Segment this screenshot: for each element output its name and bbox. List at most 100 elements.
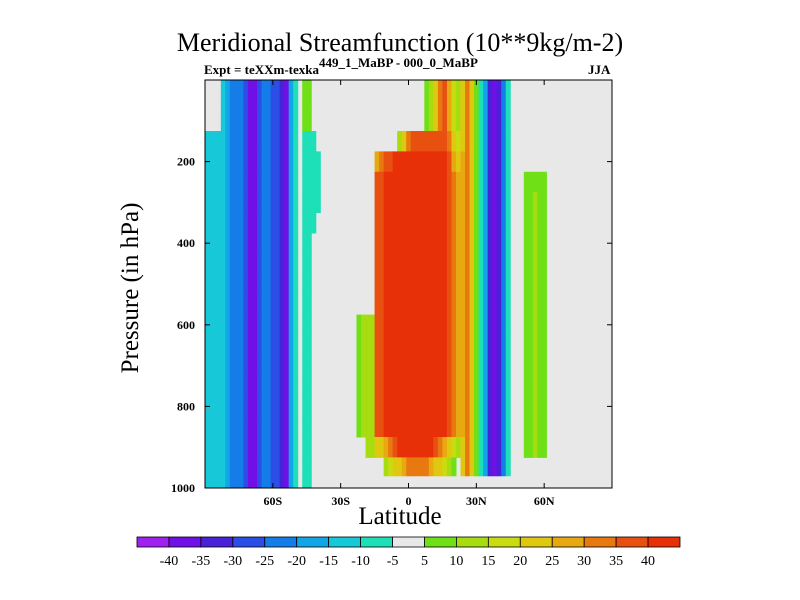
heatmap-cell bbox=[437, 171, 443, 193]
heatmap-cell bbox=[397, 273, 403, 295]
heatmap-cell bbox=[478, 253, 484, 275]
heatmap-cell bbox=[216, 396, 222, 418]
heatmap-cell bbox=[220, 171, 226, 193]
heatmap-cell bbox=[284, 151, 290, 173]
heatmap-cell bbox=[455, 396, 462, 418]
colorbar-swatch bbox=[392, 536, 425, 548]
heatmap-cell bbox=[415, 192, 421, 214]
heatmap-cell bbox=[356, 396, 362, 418]
heatmap-cell bbox=[379, 253, 385, 275]
heatmap-cell bbox=[379, 314, 385, 336]
heatmap-cell bbox=[234, 457, 240, 477]
heatmap-cell bbox=[252, 457, 258, 477]
heatmap-cell bbox=[374, 233, 380, 254]
heatmap-cell bbox=[474, 131, 480, 152]
heatmap-cell bbox=[270, 355, 276, 377]
heatmap-cell bbox=[270, 273, 276, 295]
heatmap-cell bbox=[433, 294, 439, 316]
heatmap-cell bbox=[225, 437, 231, 458]
heatmap-cell bbox=[275, 475, 281, 489]
heatmap-cell bbox=[451, 253, 457, 275]
heatmap-cell bbox=[410, 355, 416, 377]
heatmap-cell bbox=[365, 335, 371, 356]
heatmap-cell bbox=[487, 171, 493, 193]
heatmap-cell bbox=[460, 80, 466, 112]
heatmap-cell bbox=[383, 233, 389, 254]
heatmap-cell bbox=[229, 437, 235, 458]
heatmap-cell bbox=[451, 375, 457, 397]
heatmap-cell bbox=[243, 335, 249, 356]
heatmap-cell bbox=[537, 416, 543, 438]
heatmap-cell bbox=[216, 253, 222, 275]
heatmap-cell bbox=[311, 151, 317, 173]
heatmap-cell bbox=[424, 131, 430, 152]
heatmap-cell bbox=[266, 314, 272, 336]
heatmap-cell bbox=[392, 192, 398, 214]
heatmap-cell bbox=[487, 151, 493, 173]
heatmap-cell bbox=[356, 314, 362, 336]
heatmap-cell bbox=[437, 437, 443, 458]
heatmap-cell bbox=[238, 475, 244, 489]
heatmap-cell bbox=[216, 192, 222, 214]
heatmap-cell bbox=[383, 253, 389, 275]
heatmap-cell bbox=[243, 131, 249, 152]
heatmap-cell bbox=[279, 110, 285, 132]
heatmap-cell bbox=[532, 416, 538, 438]
heatmap-cell bbox=[460, 355, 466, 377]
heatmap-cell bbox=[216, 151, 222, 173]
heatmap-cell bbox=[374, 314, 380, 336]
heatmap-cell bbox=[433, 273, 439, 295]
heatmap-cell bbox=[474, 233, 480, 254]
heatmap-cell bbox=[275, 171, 281, 193]
heatmap-cell bbox=[266, 355, 272, 377]
heatmap-cell bbox=[257, 151, 263, 173]
y-tick-label: 200 bbox=[177, 155, 195, 169]
heatmap-cell bbox=[306, 110, 312, 132]
heatmap-cell bbox=[257, 475, 263, 489]
heatmap-cell bbox=[293, 212, 299, 234]
heatmap-cell bbox=[397, 131, 403, 152]
heatmap-cell bbox=[284, 396, 290, 418]
heatmap-cell bbox=[270, 314, 276, 336]
heatmap-cell bbox=[216, 416, 222, 438]
heatmap-cell bbox=[397, 335, 403, 356]
heatmap-cell bbox=[474, 110, 480, 132]
heatmap-cell bbox=[234, 475, 240, 489]
heatmap-cell bbox=[284, 253, 290, 275]
heatmap-cell bbox=[455, 212, 462, 234]
heatmap-cell bbox=[288, 437, 294, 458]
heatmap-cell bbox=[238, 233, 244, 254]
heatmap-cell bbox=[220, 212, 226, 234]
heatmap-cell bbox=[505, 171, 511, 193]
heatmap-cell bbox=[424, 294, 430, 316]
heatmap-cell bbox=[415, 457, 421, 477]
heatmap-cell bbox=[275, 192, 281, 214]
heatmap-cell bbox=[279, 355, 285, 377]
heatmap-cell bbox=[284, 375, 290, 397]
heatmap-cell bbox=[293, 457, 299, 477]
heatmap-cell bbox=[496, 80, 502, 112]
heatmap-cell bbox=[270, 151, 276, 173]
heatmap-cell bbox=[406, 396, 412, 418]
heatmap-cell bbox=[365, 396, 371, 418]
heatmap-cell bbox=[238, 192, 244, 214]
heatmap-cell bbox=[302, 171, 308, 193]
heatmap-cell bbox=[437, 416, 443, 438]
heatmap-cell bbox=[451, 396, 457, 418]
heatmap-cell bbox=[469, 396, 475, 418]
heatmap-cell bbox=[460, 416, 466, 438]
heatmap-cell bbox=[229, 233, 235, 254]
heatmap-cell bbox=[392, 457, 398, 477]
heatmap-cell bbox=[284, 131, 290, 152]
heatmap-cell bbox=[419, 273, 425, 295]
heatmap-cell bbox=[261, 437, 267, 458]
heatmap-cell bbox=[424, 437, 430, 458]
heatmap-cell bbox=[492, 253, 498, 275]
heatmap-cell bbox=[501, 396, 507, 418]
heatmap-cell bbox=[275, 80, 281, 112]
heatmap-cell bbox=[279, 192, 285, 214]
heatmap-cell bbox=[220, 253, 226, 275]
heatmap-cell bbox=[528, 314, 534, 336]
heatmap-cell bbox=[532, 437, 538, 458]
heatmap-cell bbox=[437, 212, 443, 234]
